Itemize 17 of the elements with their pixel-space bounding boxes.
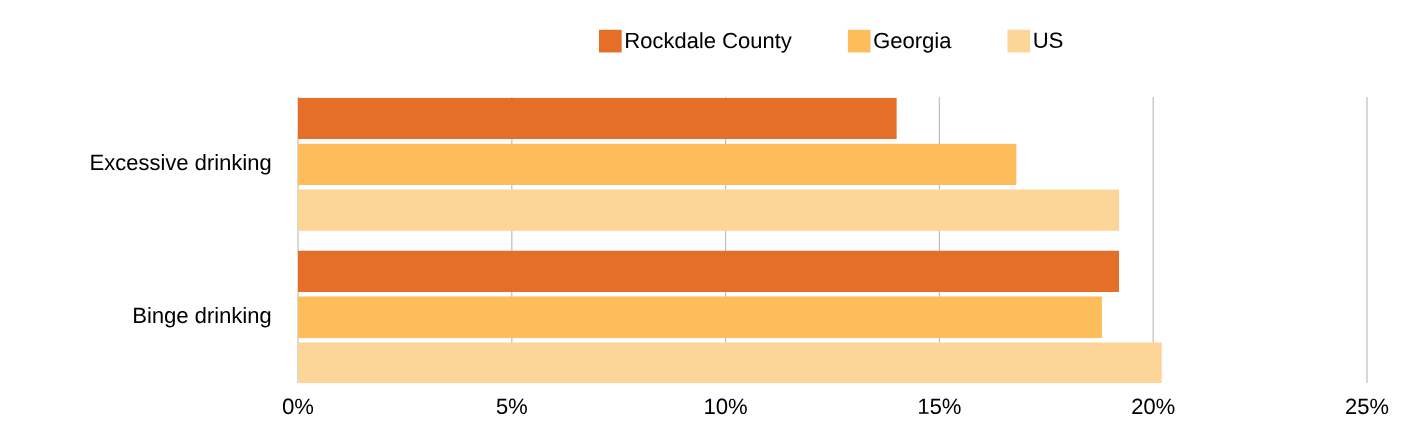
bar — [298, 250, 1119, 292]
legend-label: Georgia — [874, 32, 952, 53]
x-tick-label: 5% — [496, 398, 527, 415]
x-tick-label: 0% — [282, 398, 314, 415]
legend-label: Rockdale County — [626, 32, 792, 53]
y-tick-label: Excessive drinking — [91, 154, 271, 175]
x-tick-label: 10% — [705, 398, 747, 415]
bar — [298, 97, 897, 140]
y-tick-label: Binge drinking — [134, 306, 271, 328]
bar — [298, 189, 1119, 231]
x-tick-label: 15% — [919, 398, 961, 415]
legend-label: US — [1034, 32, 1063, 49]
bar — [298, 296, 1102, 338]
bar — [298, 143, 1017, 185]
x-tick-label: 25% — [1346, 398, 1389, 415]
bar — [298, 342, 1162, 384]
x-tick-label: 20% — [1132, 398, 1175, 415]
